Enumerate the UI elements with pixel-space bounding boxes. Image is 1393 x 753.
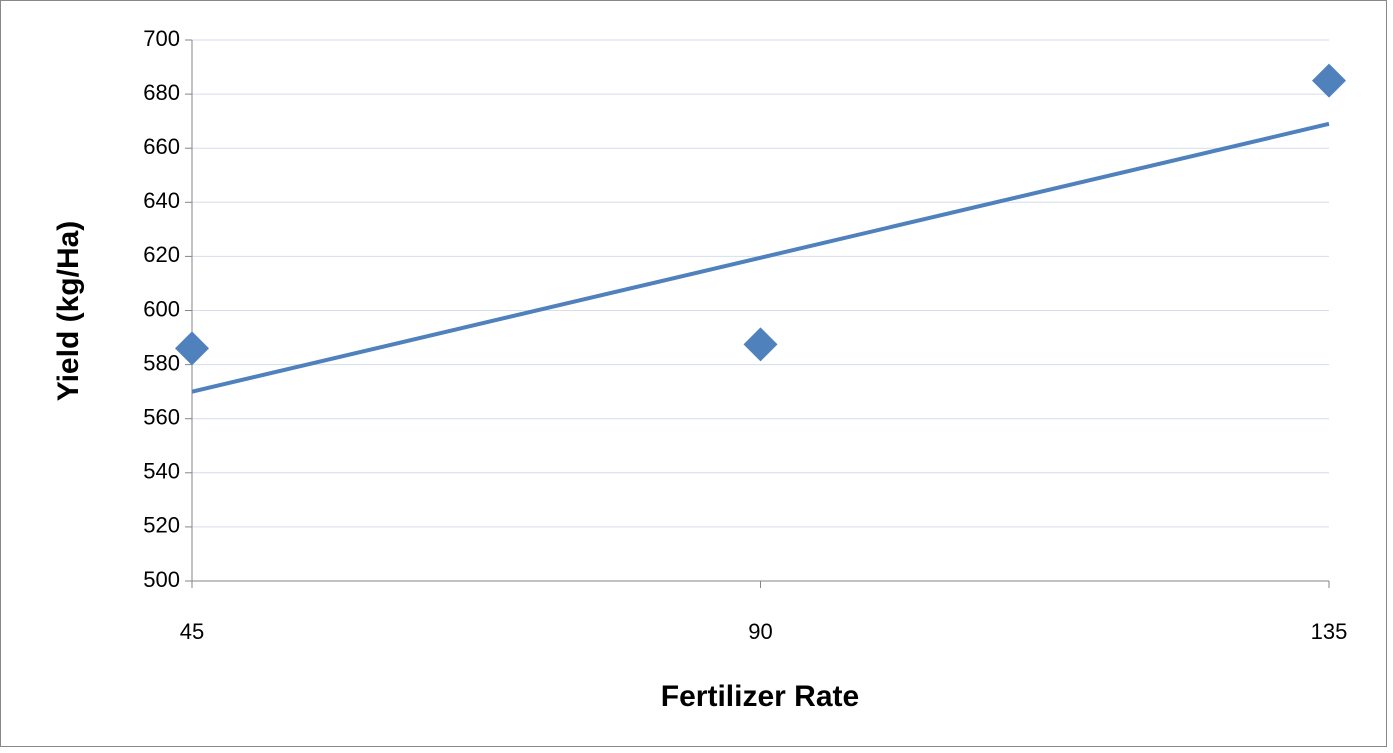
data-point: [1312, 63, 1346, 98]
x-tick-label: 45: [180, 619, 204, 644]
x-axis-title: Fertilizer Rate: [661, 680, 859, 713]
y-tick-label: 660: [143, 134, 180, 159]
trendline: [191, 121, 1330, 394]
y-tick-label: 520: [143, 513, 180, 538]
y-tick-label: 560: [143, 405, 180, 430]
y-tick-label: 540: [143, 459, 180, 484]
x-tick-label: 135: [1311, 619, 1348, 644]
data-point: [175, 331, 209, 366]
data-point: [743, 327, 778, 362]
y-tick-label: 580: [143, 350, 180, 375]
y-tick-label: 600: [143, 296, 180, 321]
y-tick-label: 700: [143, 26, 180, 51]
y-tick-label: 500: [143, 567, 180, 592]
y-tick-label: 680: [143, 80, 180, 105]
y-tick-label: 640: [143, 188, 180, 213]
y-axis-title: Yield (kg/Ha): [52, 221, 85, 402]
x-tick-label: 90: [748, 619, 772, 644]
y-tick-label: 620: [143, 242, 180, 267]
